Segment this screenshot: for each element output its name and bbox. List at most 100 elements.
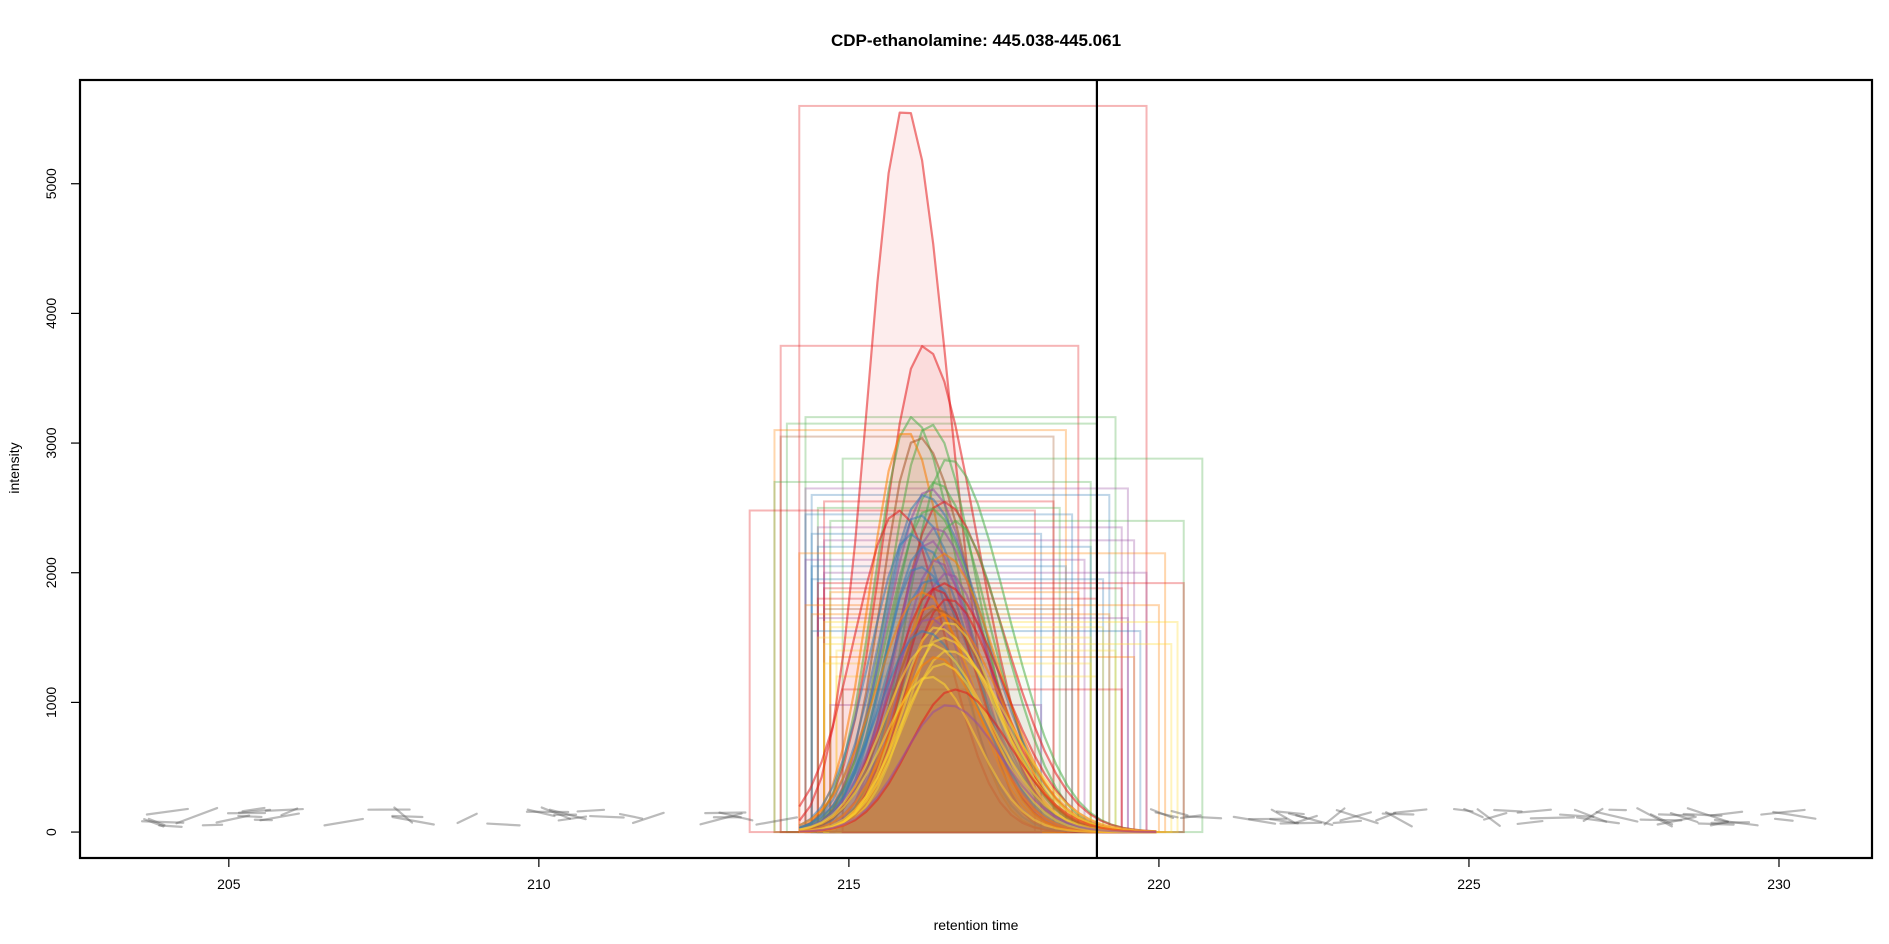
noise-segment-2 (1339, 811, 1372, 822)
noise-layer (140, 806, 1817, 828)
noise-segment-30 (1294, 814, 1318, 824)
x-tick-label-205: 205 (217, 876, 241, 892)
noise-segment-8 (1639, 818, 1683, 822)
peak-fill-28 (799, 599, 1157, 833)
peak-fill-39 (799, 657, 1157, 833)
x-tick-label-230: 230 (1767, 876, 1791, 892)
peak-box-18 (823, 539, 1136, 834)
peak-box-9 (804, 487, 1129, 834)
noise-segment-10 (237, 808, 272, 814)
noise-segment-81 (215, 814, 251, 824)
y-tick-label-2000: 2000 (43, 557, 59, 588)
noise-segment-37 (718, 811, 754, 822)
noise-segment-79 (1710, 810, 1744, 817)
noise-segment-61 (1682, 812, 1723, 817)
y-tick-label-0: 0 (43, 828, 59, 836)
noise-segment-58 (1773, 817, 1794, 822)
noise-segment-74 (143, 818, 165, 828)
noise-segment-38 (1332, 819, 1363, 825)
noise-segment-28 (145, 807, 189, 816)
noise-segment-34 (1772, 810, 1817, 820)
peak-box-30 (823, 608, 1074, 834)
peak-box-7 (841, 457, 1204, 834)
noise-segment-78 (1375, 811, 1397, 822)
x-tick-label-215: 215 (837, 876, 861, 892)
chart-title: CDP-ethanolamine: 445.038-445.061 (831, 31, 1121, 50)
noise-segment-50 (280, 807, 299, 817)
peak-box-17 (810, 532, 1043, 834)
peak-traces-layer (798, 111, 1157, 834)
noise-segment-41 (1575, 816, 1621, 825)
noise-segment-66 (704, 811, 747, 815)
noise-segment-71 (1269, 818, 1300, 825)
noise-segment-90 (1686, 807, 1729, 823)
noise-segment-77 (1170, 809, 1189, 817)
noise-segment-3 (1381, 812, 1415, 816)
noise-segment-54 (241, 806, 266, 813)
peak-box-1 (798, 104, 1148, 834)
noise-segment-85 (1463, 807, 1484, 819)
x-tick-label-225: 225 (1457, 876, 1481, 892)
noise-segment-84 (1275, 810, 1305, 816)
noise-segment-86 (1493, 808, 1523, 813)
noise-segment-72 (259, 812, 301, 822)
noise-segment-20 (393, 806, 414, 824)
peak-box-6 (779, 435, 1055, 834)
peak-fill-17 (799, 533, 1157, 833)
noise-segment-19 (323, 817, 364, 827)
y-tick-label-5000: 5000 (43, 168, 59, 199)
peak-box-16 (816, 526, 1123, 834)
noise-segment-89 (1709, 820, 1730, 827)
noise-segment-11 (237, 814, 263, 819)
peak-box-20 (798, 552, 1167, 834)
noise-segment-21 (1179, 814, 1202, 820)
plot-frame (78, 78, 1874, 860)
noise-segment-16 (1558, 813, 1595, 818)
y-tick-label-1000: 1000 (43, 687, 59, 718)
noise-segment-47 (1636, 807, 1673, 828)
noise-segment-56 (486, 822, 521, 827)
noise-segment-40 (1649, 813, 1674, 826)
noise-segment-64 (1529, 816, 1575, 820)
noise-segment-27 (755, 816, 799, 826)
y-tick-label-4000: 4000 (43, 298, 59, 329)
peak-box-11 (823, 500, 1055, 834)
peak-box-13 (748, 509, 1036, 834)
x-axis-label: retention time (934, 917, 1019, 933)
peak-box-3 (804, 416, 1117, 834)
noise-segment-45 (618, 812, 644, 820)
noise-segment-26 (1270, 808, 1295, 824)
noise-segment-46 (264, 807, 304, 812)
noise-segment-39 (1760, 808, 1806, 816)
noise-segment-23 (1595, 810, 1639, 823)
noise-segment-43 (1385, 811, 1413, 828)
noise-segment-13 (1232, 815, 1277, 825)
noise-segment-36 (526, 808, 556, 818)
noise-segment-63 (1516, 808, 1552, 814)
peak-boxes-layer (748, 104, 1204, 834)
noise-segment-69 (1184, 815, 1223, 820)
noise-segment-48 (1392, 808, 1428, 814)
peak-box-2 (779, 344, 1080, 834)
peak-fill-30 (799, 609, 1157, 833)
x-axis: 205 210 215 220 225 230 (217, 858, 1791, 892)
noise-segment-1 (140, 820, 185, 824)
noise-segment-17 (1669, 812, 1699, 824)
noise-segment-67 (1710, 821, 1751, 824)
noise-segment-25 (1154, 811, 1179, 819)
noise-segment-42 (391, 814, 424, 819)
noise-segment-5 (1287, 812, 1308, 819)
noise-segment-44 (631, 811, 665, 825)
noise-segment-59 (147, 817, 166, 827)
noise-segment-57 (589, 814, 625, 819)
peak-fill-42 (799, 689, 1157, 833)
noise-segment-49 (201, 823, 224, 827)
noise-segment-35 (548, 808, 587, 821)
peak-fill-29 (799, 605, 1157, 833)
noise-segment-55 (391, 815, 435, 826)
noise-segment-87 (1335, 809, 1379, 825)
noise-segment-88 (1323, 807, 1346, 826)
noise-segment-76 (1697, 822, 1735, 826)
peak-box-22 (810, 565, 1067, 834)
